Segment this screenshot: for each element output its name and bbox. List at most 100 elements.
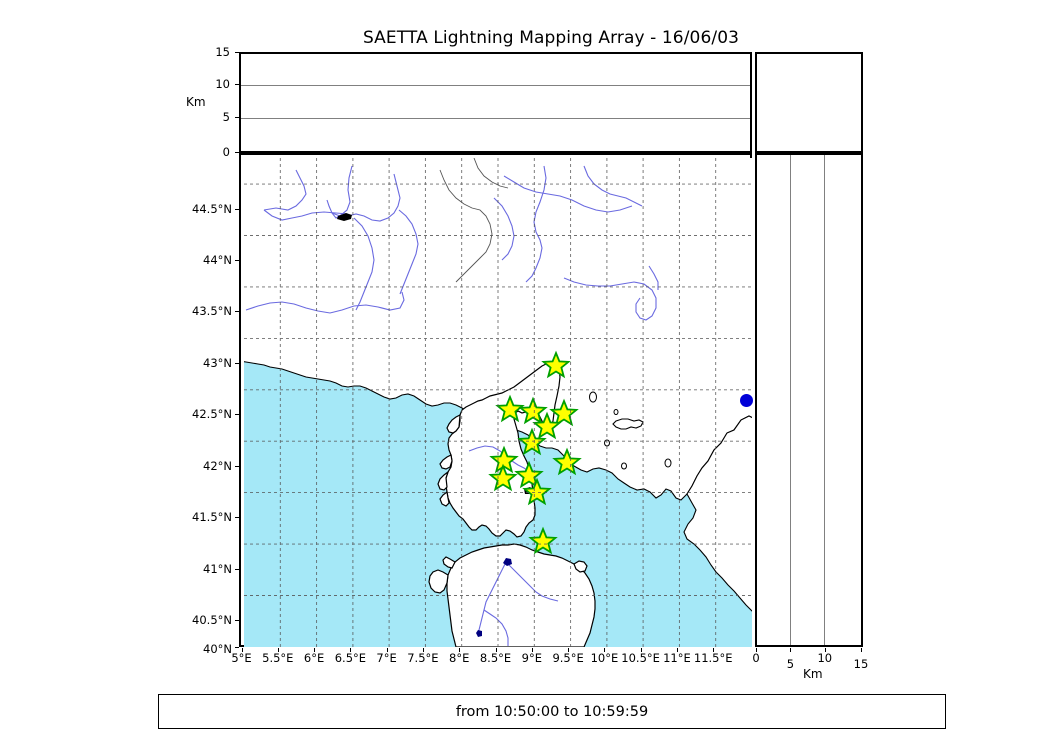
islet-montecristo — [620, 462, 627, 469]
tick-km-10: 10 — [817, 651, 833, 665]
land-elba-island — [611, 417, 644, 430]
tick-lon-7.5: 7.5°E — [407, 651, 439, 665]
tickmark-lon-6.5 — [350, 648, 352, 652]
tick-lat-41.5: 41.5°N — [192, 510, 232, 525]
tick-km-15: 15 — [853, 657, 869, 671]
map-gridlines — [243, 157, 752, 647]
tickmark-lat-40.5 — [235, 620, 239, 621]
tickmark-km-5 — [790, 648, 792, 652]
tickmark-lat-44 — [235, 260, 239, 261]
river-italy-2 — [582, 165, 642, 206]
tickmark-lon-6 — [314, 648, 316, 652]
altitude-longitude-panel[interactable] — [239, 52, 752, 153]
borders-layer — [439, 157, 508, 282]
tickmark-lat-43 — [235, 362, 239, 364]
corner-panel[interactable] — [755, 52, 863, 153]
station-star[interactable] — [513, 460, 544, 488]
river-south-join — [245, 291, 405, 314]
map-geography-svg — [243, 157, 752, 647]
altitude-latitude-panel[interactable] — [755, 153, 863, 647]
tick-lon-10.5: 10.5°E — [621, 651, 660, 665]
tick-km-0: 0 — [752, 651, 760, 665]
river-durance — [353, 217, 375, 310]
tick-lon-6.5: 6.5°E — [334, 651, 367, 665]
tick-lon-8: 8°E — [449, 651, 470, 665]
tick-alt-15: 15 — [215, 45, 230, 59]
tickmark-lon-11.5 — [713, 648, 715, 652]
time-range-text: from 10:50:00 to 10:59:59 — [455, 703, 649, 720]
time-range-statusbar[interactable]: from 10:50:00 to 10:59:59 — [158, 694, 946, 729]
gridline-alt-10 — [241, 85, 750, 87]
station-star[interactable] — [527, 526, 558, 554]
river-north-2 — [263, 209, 348, 221]
tick-lat-43: 43°N — [203, 355, 232, 370]
tick-km-5: 5 — [786, 657, 795, 671]
tick-lon-5.5: 5.5°E — [262, 651, 294, 665]
tickmark-lat-43.5 — [235, 311, 239, 313]
vhf-source-dot[interactable] — [740, 394, 753, 407]
tick-lon-9: 9°E — [521, 651, 542, 665]
tickmark-lon-5.5 — [277, 648, 279, 652]
river-sardinia-1 — [476, 561, 506, 634]
land-corsica-west-bay3 — [438, 490, 450, 507]
river-italy-1 — [525, 165, 547, 282]
river-sardinia-2 — [505, 561, 558, 602]
land-sardinia-nw-peninsula — [427, 568, 449, 594]
tickmark-lon-7.5 — [422, 648, 424, 652]
tick-lat-43.5: 43.5°N — [192, 304, 232, 319]
river-po — [503, 175, 632, 213]
tickmark-lon-7 — [386, 648, 388, 652]
tickmark-km-15 — [861, 648, 862, 652]
tickmark-lon-9.5 — [568, 648, 570, 652]
gridline-alt-km-5 — [789, 155, 791, 645]
tick-lat-44.5: 44.5°N — [192, 201, 232, 216]
station-star[interactable] — [551, 447, 582, 475]
station-star[interactable] — [521, 477, 552, 505]
tickmark-km-0 — [756, 648, 757, 652]
tickmark-alt-0 — [235, 152, 239, 153]
tick-lon-5: 5°E — [231, 651, 252, 665]
river-sardinia-3 — [483, 609, 509, 646]
tickmark-lat-42 — [235, 465, 239, 467]
tickmark-lon-9 — [531, 648, 533, 652]
gridline-alt-5 — [241, 117, 750, 119]
tick-lat-41: 41°N — [203, 561, 232, 576]
land-sardinia-nw-tip — [441, 555, 456, 569]
right-panel-axis-label-km: Km — [803, 667, 823, 681]
islet-gorgona — [613, 408, 618, 415]
land-corsica-west-bay1 — [438, 453, 453, 470]
lake-sardinia-1 — [502, 557, 512, 566]
tickmark-lon-5 — [241, 648, 243, 652]
tick-alt-0: 0 — [222, 145, 230, 159]
station-star[interactable] — [487, 463, 518, 491]
tick-lon-11: 11°E — [663, 651, 691, 665]
border-france-italy — [439, 169, 492, 282]
station-star[interactable] — [517, 396, 548, 424]
tickmark-lon-8.5 — [495, 648, 497, 652]
river-italy-3 — [493, 197, 515, 260]
station-star[interactable] — [540, 350, 571, 378]
tick-alt-10: 10 — [215, 77, 230, 92]
tick-lat-40.5: 40.5°N — [192, 613, 232, 627]
station-star[interactable] — [548, 398, 579, 426]
plan-view-map-panel[interactable] — [239, 153, 752, 647]
tickmark-alt-10 — [235, 84, 239, 86]
border-east — [473, 157, 508, 188]
station-star[interactable] — [494, 394, 525, 422]
tick-lon-10: 10°E — [590, 651, 619, 665]
tick-alt-5: 5 — [222, 109, 230, 124]
page-title: SAETTA Lightning Mapping Array - 16/06/0… — [362, 28, 740, 48]
top-panel-axis-label-km: Km — [186, 95, 206, 109]
land-corsica-west-bay2 — [436, 469, 449, 491]
land-sardinia-ne-detail — [572, 559, 588, 573]
river-arno — [563, 276, 657, 321]
tickmark-lat-44.5 — [235, 208, 239, 210]
tickmark-lat-42.5 — [235, 414, 239, 416]
tickmark-lon-11 — [676, 648, 678, 652]
tickmark-lon-8 — [459, 648, 461, 652]
tick-lon-6: 6°E — [303, 651, 325, 665]
tick-lon-8.5: 8.5°E — [479, 651, 512, 665]
station-star[interactable] — [531, 411, 562, 439]
tickmark-lon-10 — [604, 648, 606, 652]
